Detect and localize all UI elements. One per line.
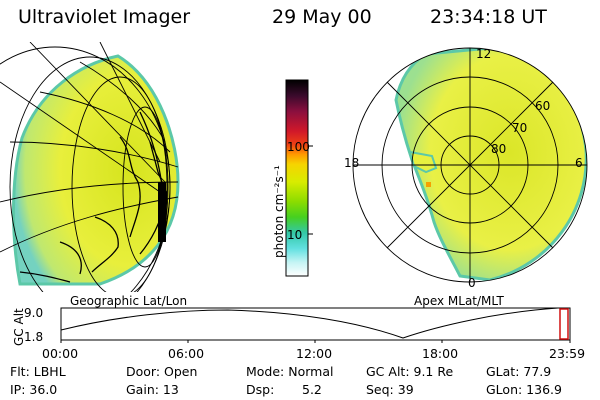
gc-alt-timeline (60, 307, 571, 343)
mlt-label-6: 6 (575, 156, 583, 170)
intensity-colorbar (285, 79, 313, 277)
image-date: 29 May 00 (272, 6, 372, 28)
timeline-xtick-0000: 00:00 (42, 346, 79, 361)
geographic-caption: Geographic Lat/Lon (70, 294, 188, 308)
mlt-label-0: 0 (468, 276, 476, 290)
info-glon: GLon: 136.9 (486, 382, 562, 397)
info-filter: Flt: LBHL (10, 364, 66, 379)
timeline-ytick-high: 9.0 (24, 306, 44, 320)
image-time: 23:34:18 UT (430, 6, 547, 28)
timeline-xtick-1200: 12:00 (296, 346, 333, 361)
mlat-label-70: 70 (512, 121, 528, 135)
info-door: Door: Open (126, 364, 198, 379)
timeline-xtick-0600: 06:00 (168, 346, 205, 361)
mlat-label-80: 80 (491, 142, 507, 156)
instrument-title: Ultraviolet Imager (18, 6, 191, 28)
colorbar-tick-10: 10 (287, 228, 303, 242)
info-dsp-label: Dsp: (246, 382, 275, 397)
geographic-map (0, 42, 180, 292)
polar-mlat-mlt-plot (352, 47, 588, 283)
info-ip: IP: 36.0 (10, 382, 58, 397)
info-seq: Seq: 39 (366, 382, 414, 397)
current-time-marker (559, 308, 569, 340)
colorbar-tick-100: 100 (287, 140, 310, 154)
mlt-label-18: 18 (344, 156, 360, 170)
mlat-label-60: 60 (535, 99, 551, 113)
apex-caption: Apex MLat/MLT (414, 294, 504, 308)
mlt-label-12: 12 (476, 47, 492, 61)
info-gc-alt: GC Alt: 9.1 Re (366, 364, 454, 379)
info-glat: GLat: 77.9 (486, 364, 552, 379)
timeline-ytick-low: 1.8 (24, 330, 44, 344)
timeline-xtick-1800: 18:00 (422, 346, 459, 361)
colorbar-unit-label: photon cm⁻²s⁻¹ (272, 165, 286, 258)
timeline-xtick-2359: 23:59 (549, 346, 586, 361)
info-gain: Gain: 13 (126, 382, 179, 397)
info-mode: Mode: Normal (246, 364, 334, 379)
info-dsp-value: 5.2 (302, 382, 322, 397)
